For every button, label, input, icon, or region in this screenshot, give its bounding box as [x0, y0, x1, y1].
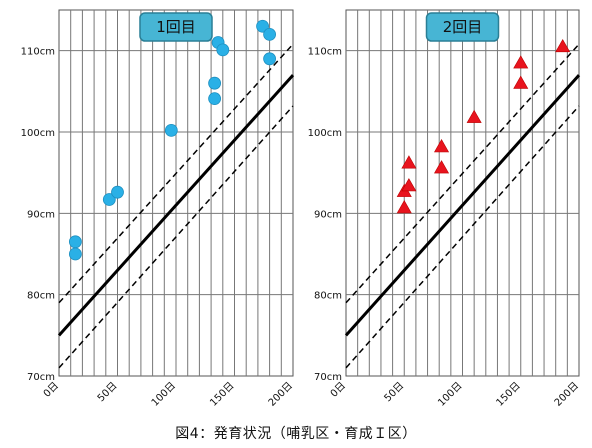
data-point-triangle — [466, 109, 482, 123]
y-tick-label: 70cm — [314, 372, 342, 383]
panel-second: 70cm 80cm 90cm 100cm 110cm 0日 50日 100日 150日 200日 2… — [308, 9, 581, 409]
x-tick-label: 0日 — [42, 380, 61, 399]
x-tick-label: 50日 — [96, 380, 120, 404]
y-tick-label: 80cm — [27, 291, 55, 302]
panel-label: 2回目 — [443, 18, 483, 36]
data-point-circle — [263, 52, 277, 66]
data-point-circle — [256, 19, 269, 33]
data-point-circle — [208, 76, 222, 90]
reference-line-dashed — [345, 43, 580, 304]
x-tick-label: 200日 — [553, 380, 581, 408]
x-tick-label: 150日 — [208, 380, 236, 408]
panel-label-box — [139, 12, 213, 42]
y-tick-label: 90cm — [27, 209, 55, 220]
figure-caption: 図4：発育状況（哺乳区・育成Ｉ区） — [175, 426, 417, 442]
panel-label: 1回目 — [156, 18, 196, 36]
reference-line-dashed — [345, 105, 580, 369]
y-tick-label: 80cm — [314, 291, 342, 302]
y-tick-label: 110cm — [308, 47, 342, 58]
x-tick-label: 200日 — [267, 380, 295, 408]
data-point-circle — [216, 43, 230, 57]
x-tick-label: 100日 — [150, 380, 178, 408]
data-point-circle — [102, 193, 116, 206]
reference-line-dashed — [58, 43, 294, 304]
reference-line-solid — [344, 74, 581, 337]
data-point-triangle — [434, 160, 450, 174]
x-tick-label: 0日 — [329, 380, 348, 399]
data-point-triangle — [401, 155, 417, 169]
reference-line-dashed — [58, 105, 294, 369]
y-tick-label: 100cm — [308, 128, 342, 139]
data-point-triangle — [396, 200, 412, 214]
panel-label-box — [425, 12, 500, 42]
data-point-triangle — [434, 139, 450, 153]
x-tick-label: 150日 — [495, 380, 523, 408]
data-point-circle — [68, 235, 82, 249]
y-tick-label: 90cm — [314, 209, 342, 220]
data-point-circle — [263, 28, 277, 41]
data-point-circle — [111, 185, 124, 199]
data-point-triangle — [555, 38, 571, 53]
x-tick-label: 50日 — [383, 380, 407, 404]
data-point-triangle — [513, 75, 529, 89]
reference-line-solid — [57, 74, 295, 337]
data-point-circle — [164, 123, 178, 137]
y-tick-label: 100cm — [21, 128, 55, 139]
data-point-circle — [68, 247, 82, 261]
data-point-triangle — [401, 178, 417, 192]
data-point-triangle — [513, 55, 529, 69]
panel-first: 70cm 80cm 90cm 100cm 110cm 0日 50日 100日 150日 200日 1… — [21, 9, 295, 409]
data-point-circle — [208, 92, 222, 106]
x-tick-label: 100日 — [436, 380, 464, 408]
y-tick-label: 110cm — [21, 47, 55, 58]
y-tick-label: 70cm — [27, 372, 55, 383]
